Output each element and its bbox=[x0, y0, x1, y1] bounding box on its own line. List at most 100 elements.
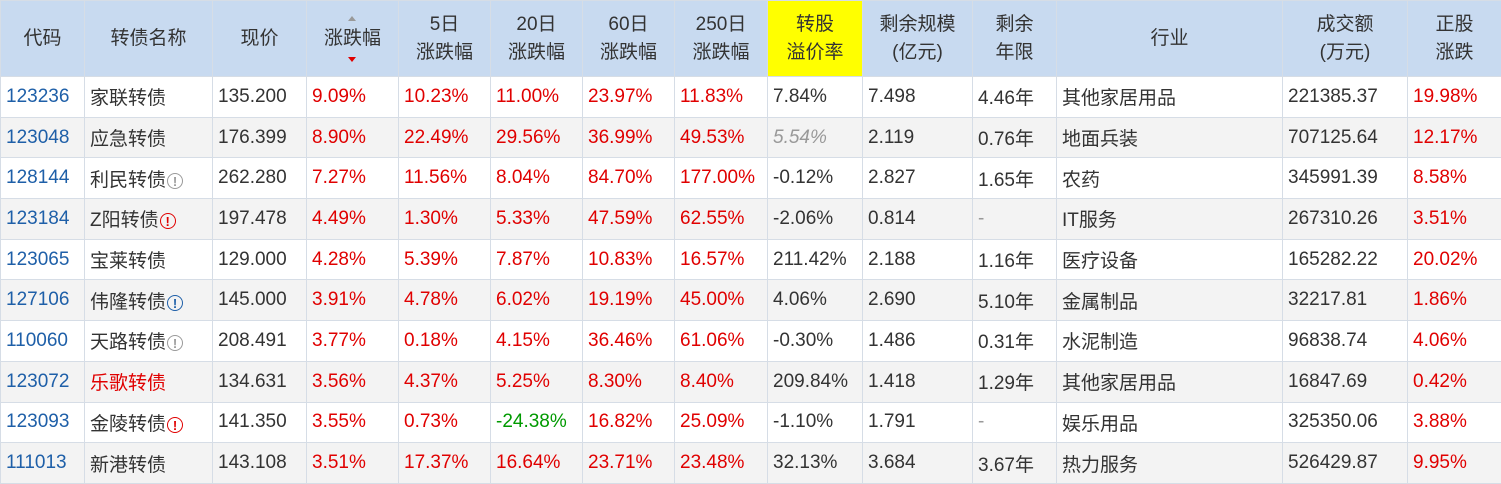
cell-code[interactable]: 110060 bbox=[1, 321, 85, 362]
bond-name[interactable]: 天路转债 bbox=[90, 332, 166, 353]
header-industry[interactable]: 行业 bbox=[1057, 1, 1283, 77]
cell-change: 3.91% bbox=[307, 280, 399, 321]
cell-code[interactable]: 123093 bbox=[1, 402, 85, 443]
bond-name[interactable]: 家联转债 bbox=[90, 88, 166, 109]
cell-stock: 20.02% bbox=[1408, 239, 1501, 280]
bond-name[interactable]: 新港转债 bbox=[90, 455, 166, 476]
sort-up-icon bbox=[348, 16, 356, 21]
cell-name[interactable]: 乐歌转债 bbox=[85, 361, 213, 402]
cell-code[interactable]: 111013 bbox=[1, 443, 85, 484]
cell-code[interactable]: 128144 bbox=[1, 158, 85, 199]
header-scale-l1: 剩余规模 bbox=[865, 11, 970, 39]
bond-name[interactable]: Z阳转债 bbox=[90, 210, 159, 231]
cell-name[interactable]: 伟隆转债! bbox=[85, 280, 213, 321]
header-scale[interactable]: 剩余规模(亿元) bbox=[863, 1, 973, 77]
header-price[interactable]: 现价 bbox=[213, 1, 307, 77]
cell-stock: 9.95% bbox=[1408, 443, 1501, 484]
bond-name[interactable]: 利民转债 bbox=[90, 170, 166, 191]
cell-60d: 19.19% bbox=[583, 280, 675, 321]
cell-industry: 水泥制造 bbox=[1057, 321, 1283, 362]
warning-icon[interactable]: ! bbox=[160, 213, 176, 229]
table-row[interactable]: 110060 天路转债! 208.491 3.77% 0.18% 4.15% 3… bbox=[1, 321, 1501, 362]
cell-change: 3.56% bbox=[307, 361, 399, 402]
table-row[interactable]: 123065 宝莱转债 129.000 4.28% 5.39% 7.87% 10… bbox=[1, 239, 1501, 280]
cell-5d: 1.30% bbox=[399, 199, 491, 240]
cell-name[interactable]: 天路转债! bbox=[85, 321, 213, 362]
table-row[interactable]: 123072 乐歌转债 134.631 3.56% 4.37% 5.25% 8.… bbox=[1, 361, 1501, 402]
cell-name[interactable]: 宝莱转债 bbox=[85, 239, 213, 280]
header-turnover-l2: (万元) bbox=[1285, 39, 1405, 67]
cell-250d: 23.48% bbox=[675, 443, 768, 484]
cell-code[interactable]: 123236 bbox=[1, 77, 85, 118]
cell-5d: 10.23% bbox=[399, 77, 491, 118]
header-60d[interactable]: 60日涨跌幅 bbox=[583, 1, 675, 77]
cell-price: 143.108 bbox=[213, 443, 307, 484]
table-row[interactable]: 123184 Z阳转债! 197.478 4.49% 1.30% 5.33% 4… bbox=[1, 199, 1501, 240]
header-scale-l2: (亿元) bbox=[865, 39, 970, 67]
cell-years: - bbox=[973, 199, 1057, 240]
header-5d[interactable]: 5日涨跌幅 bbox=[399, 1, 491, 77]
cell-years: 1.65年 bbox=[973, 158, 1057, 199]
table-row[interactable]: 111013 新港转债 143.108 3.51% 17.37% 16.64% … bbox=[1, 443, 1501, 484]
header-code[interactable]: 代码 bbox=[1, 1, 85, 77]
cell-name[interactable]: 新港转债 bbox=[85, 443, 213, 484]
cell-20d: 7.87% bbox=[491, 239, 583, 280]
header-20d[interactable]: 20日涨跌幅 bbox=[491, 1, 583, 77]
bond-name[interactable]: 宝莱转债 bbox=[90, 251, 166, 272]
bond-name[interactable]: 伟隆转债 bbox=[90, 292, 166, 313]
notice-info-icon[interactable]: ! bbox=[167, 335, 183, 351]
cell-scale: 1.486 bbox=[863, 321, 973, 362]
cell-60d: 84.70% bbox=[583, 158, 675, 199]
cell-60d: 10.83% bbox=[583, 239, 675, 280]
cell-name[interactable]: 家联转债 bbox=[85, 77, 213, 118]
header-years[interactable]: 剩余年限 bbox=[973, 1, 1057, 77]
notice-info-icon[interactable]: ! bbox=[167, 173, 183, 189]
cell-scale: 3.684 bbox=[863, 443, 973, 484]
cell-20d: 8.04% bbox=[491, 158, 583, 199]
cell-20d: 11.00% bbox=[491, 77, 583, 118]
table-row[interactable]: 123236 家联转债 135.200 9.09% 10.23% 11.00% … bbox=[1, 77, 1501, 118]
header-change-label: 涨跌幅 bbox=[324, 28, 381, 49]
cell-change: 3.51% bbox=[307, 443, 399, 484]
cell-years: 1.16年 bbox=[973, 239, 1057, 280]
cell-code[interactable]: 123072 bbox=[1, 361, 85, 402]
warning-icon[interactable]: ! bbox=[167, 417, 183, 433]
cell-stock: 4.06% bbox=[1408, 321, 1501, 362]
bond-name[interactable]: 金陵转债 bbox=[90, 414, 166, 435]
bond-name[interactable]: 应急转债 bbox=[90, 129, 166, 150]
cell-years: 4.46年 bbox=[973, 77, 1057, 118]
cell-60d: 16.82% bbox=[583, 402, 675, 443]
header-turnover-l1: 成交额 bbox=[1285, 11, 1405, 39]
bond-name[interactable]: 乐歌转债 bbox=[90, 373, 166, 394]
cell-code[interactable]: 123065 bbox=[1, 239, 85, 280]
cell-premium: 4.06% bbox=[768, 280, 863, 321]
header-stock[interactable]: 正股涨跌 bbox=[1408, 1, 1501, 77]
cell-250d: 61.06% bbox=[675, 321, 768, 362]
table-row[interactable]: 123093 金陵转债! 141.350 3.55% 0.73% -24.38%… bbox=[1, 402, 1501, 443]
header-premium[interactable]: 转股溢价率 bbox=[768, 1, 863, 77]
header-250d[interactable]: 250日涨跌幅 bbox=[675, 1, 768, 77]
cell-60d: 47.59% bbox=[583, 199, 675, 240]
cell-code[interactable]: 127106 bbox=[1, 280, 85, 321]
header-premium-l2: 溢价率 bbox=[770, 39, 860, 67]
cell-price: 262.280 bbox=[213, 158, 307, 199]
table-row[interactable]: 123048 应急转债 176.399 8.90% 22.49% 29.56% … bbox=[1, 117, 1501, 158]
header-name[interactable]: 转债名称 bbox=[85, 1, 213, 77]
table-row[interactable]: 128144 利民转债! 262.280 7.27% 11.56% 8.04% … bbox=[1, 158, 1501, 199]
header-change[interactable]: 涨跌幅 bbox=[307, 1, 399, 77]
cell-years: - bbox=[973, 402, 1057, 443]
cell-name[interactable]: 利民转债! bbox=[85, 158, 213, 199]
header-turnover[interactable]: 成交额(万元) bbox=[1283, 1, 1408, 77]
cell-20d: 29.56% bbox=[491, 117, 583, 158]
cell-premium: -1.10% bbox=[768, 402, 863, 443]
cell-name[interactable]: Z阳转债! bbox=[85, 199, 213, 240]
cell-code[interactable]: 123184 bbox=[1, 199, 85, 240]
cell-code[interactable]: 123048 bbox=[1, 117, 85, 158]
cell-5d: 5.39% bbox=[399, 239, 491, 280]
cell-name[interactable]: 金陵转债! bbox=[85, 402, 213, 443]
cell-20d: 5.25% bbox=[491, 361, 583, 402]
cell-price: 145.000 bbox=[213, 280, 307, 321]
table-row[interactable]: 127106 伟隆转债! 145.000 3.91% 4.78% 6.02% 1… bbox=[1, 280, 1501, 321]
notice-info-icon[interactable]: ! bbox=[167, 295, 183, 311]
cell-name[interactable]: 应急转债 bbox=[85, 117, 213, 158]
